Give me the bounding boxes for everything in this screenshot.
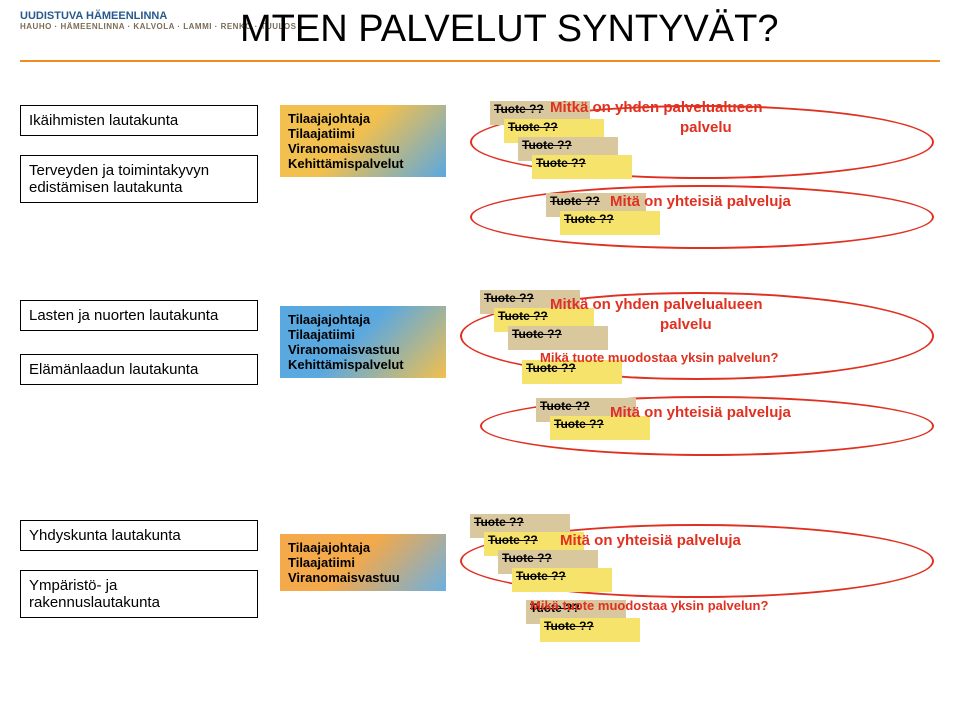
annotation: Mikä tuote muodostaa yksin palvelun? bbox=[530, 598, 768, 613]
annotation: palvelu bbox=[660, 316, 712, 333]
org-line: Tilaajajohtaja bbox=[288, 111, 438, 126]
org-line: Tilaajatiimi bbox=[288, 327, 438, 342]
chip: Tuote ?? bbox=[560, 211, 660, 235]
org-line: Viranomaisvastuu bbox=[288, 141, 438, 156]
chip: Tuote ?? bbox=[512, 568, 612, 592]
org-line: Tilaajatiimi bbox=[288, 126, 438, 141]
org-line: Kehittämispalvelut bbox=[288, 156, 438, 171]
slide: UUDISTUVA HÄMEENLINNA HAUHO · HÄMEENLINN… bbox=[0, 0, 960, 716]
annotation: Mitä on yhteisiä palveluja bbox=[560, 532, 741, 549]
chip: Tuote ?? bbox=[540, 618, 640, 642]
row-3: Yhdyskunta lautakunta Ympäristö- ja rake… bbox=[20, 520, 940, 670]
annotation: Mitkä on yhden palvelualueen bbox=[550, 99, 763, 116]
org-line: Tilaajajohtaja bbox=[288, 312, 438, 327]
org-box: Tilaajajohtaja Tilaajatiimi Viranomaisva… bbox=[280, 105, 446, 177]
org-line: Kehittämispalvelut bbox=[288, 357, 438, 372]
board-box: Ympäristö- ja rakennuslautakunta bbox=[20, 570, 258, 618]
annotation: palvelu bbox=[680, 119, 732, 136]
row-1: Ikäihmisten lautakunta Terveyden ja toim… bbox=[20, 105, 940, 245]
annotation: Mitä on yhteisiä palveluja bbox=[610, 193, 791, 210]
board-box: Terveyden ja toimintakyvyn edistämisen l… bbox=[20, 155, 258, 203]
org-line: Tilaajatiimi bbox=[288, 555, 438, 570]
org-box: Tilaajajohtaja Tilaajatiimi Viranomaisva… bbox=[280, 306, 446, 378]
annotation: Mitkä on yhden palvelualueen bbox=[550, 296, 763, 313]
org-box: Tilaajajohtaja Tilaajatiimi Viranomaisva… bbox=[280, 534, 446, 591]
org-line: Viranomaisvastuu bbox=[288, 342, 438, 357]
page-title: MTEN PALVELUT SYNTYVÄT? bbox=[240, 8, 778, 51]
org-line: Tilaajajohtaja bbox=[288, 540, 438, 555]
annotation: Mikä tuote muodostaa yksin palvelun? bbox=[540, 350, 778, 365]
board-box: Yhdyskunta lautakunta bbox=[20, 520, 258, 551]
org-line: Viranomaisvastuu bbox=[288, 570, 438, 585]
board-box: Lasten ja nuorten lautakunta bbox=[20, 300, 258, 331]
divider bbox=[20, 60, 940, 62]
row-2: Lasten ja nuorten lautakunta Elämänlaadu… bbox=[20, 300, 940, 450]
chip: Tuote ?? bbox=[532, 155, 632, 179]
chip: Tuote ?? bbox=[508, 326, 608, 350]
board-box: Elämänlaadun lautakunta bbox=[20, 354, 258, 385]
board-box: Ikäihmisten lautakunta bbox=[20, 105, 258, 136]
annotation: Mitä on yhteisiä palveluja bbox=[610, 404, 791, 421]
